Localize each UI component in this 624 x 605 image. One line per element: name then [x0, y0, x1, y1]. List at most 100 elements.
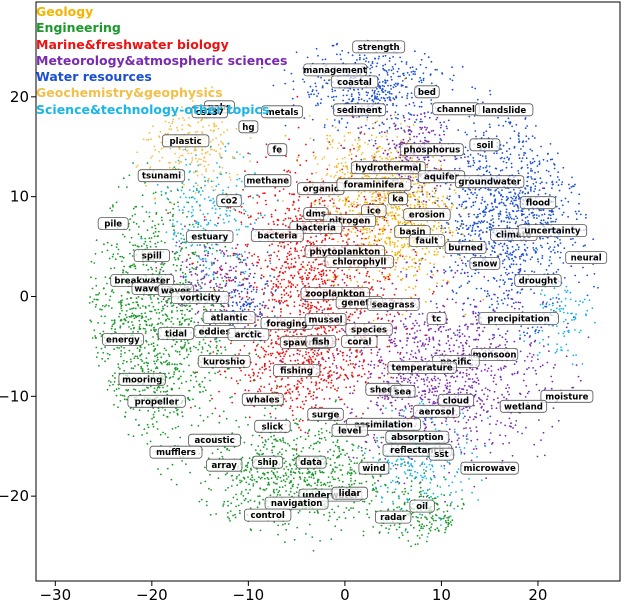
data-point [398, 207, 401, 210]
data-point [169, 147, 172, 150]
data-point [513, 205, 516, 208]
data-point [397, 275, 399, 278]
data-point [374, 199, 376, 202]
data-point [238, 295, 241, 298]
data-point [467, 233, 470, 236]
data-point [326, 134, 328, 137]
data-point [277, 287, 279, 289]
data-point [426, 166, 428, 169]
data-point [377, 238, 380, 241]
data-point [307, 303, 310, 306]
data-point [474, 254, 477, 257]
data-point [488, 226, 491, 229]
data-point [483, 290, 486, 292]
data-point [175, 161, 177, 164]
data-point [461, 203, 463, 206]
data-point [249, 302, 252, 305]
data-point [342, 94, 345, 97]
data-point [538, 189, 541, 192]
data-point [268, 366, 271, 368]
data-point [404, 175, 407, 177]
data-point [391, 174, 394, 177]
data-point [266, 280, 269, 283]
data-point [506, 294, 509, 297]
data-point [362, 58, 365, 61]
data-point [409, 193, 412, 196]
data-point [406, 141, 409, 144]
data-point [312, 151, 315, 154]
data-point [517, 246, 520, 249]
data-point [248, 252, 251, 254]
data-point [336, 171, 338, 174]
data-point [269, 260, 271, 262]
data-point [384, 89, 387, 92]
data-point [275, 376, 277, 379]
data-point [271, 288, 273, 290]
data-point [366, 94, 368, 97]
data-point [302, 407, 304, 410]
data-point [337, 352, 340, 355]
data-point [548, 247, 550, 250]
data-point [226, 129, 229, 131]
data-point [414, 183, 417, 185]
data-point [550, 220, 553, 223]
data-point [409, 66, 412, 69]
data-point [539, 177, 542, 180]
data-point [441, 231, 444, 234]
data-point [503, 297, 506, 300]
data-point [480, 229, 482, 232]
data-point [535, 251, 538, 254]
data-point [167, 212, 170, 215]
data-point [345, 386, 347, 389]
data-point [489, 253, 492, 256]
data-point [283, 169, 286, 172]
data-point [422, 77, 425, 80]
data-point [432, 290, 435, 293]
data-point [314, 82, 317, 85]
data-point [196, 174, 199, 177]
data-point [382, 232, 384, 235]
data-point [327, 95, 330, 98]
data-point [329, 269, 331, 272]
data-point [472, 157, 475, 159]
data-point [298, 304, 301, 307]
data-point [502, 195, 504, 198]
data-point [387, 212, 390, 215]
data-point [217, 127, 220, 130]
data-point [406, 97, 408, 100]
data-point [326, 308, 329, 311]
data-point [436, 253, 438, 256]
data-point [331, 362, 334, 365]
data-point [508, 147, 511, 150]
data-point [271, 310, 274, 313]
data-point [262, 347, 265, 350]
data-point [435, 187, 438, 190]
data-point [285, 400, 287, 403]
data-point [338, 207, 340, 210]
data-point [404, 221, 406, 224]
data-point [269, 362, 272, 365]
data-point [575, 218, 578, 221]
data-point [240, 271, 243, 274]
data-point [297, 272, 300, 275]
data-point [470, 205, 473, 208]
data-point [520, 167, 523, 170]
data-point [414, 294, 417, 296]
data-point [532, 214, 535, 217]
data-point [384, 149, 387, 152]
data-point [350, 100, 353, 103]
data-point [230, 296, 233, 299]
data-point [230, 342, 232, 345]
data-point [428, 116, 431, 119]
data-point [332, 280, 335, 283]
data-point [446, 221, 448, 224]
data-point [433, 266, 435, 269]
data-point [410, 114, 413, 116]
data-point [500, 299, 503, 301]
data-point [392, 104, 394, 107]
data-point [463, 208, 465, 210]
data-point [247, 298, 249, 301]
data-point [323, 126, 326, 129]
data-point [334, 174, 337, 177]
data-point [413, 222, 416, 225]
